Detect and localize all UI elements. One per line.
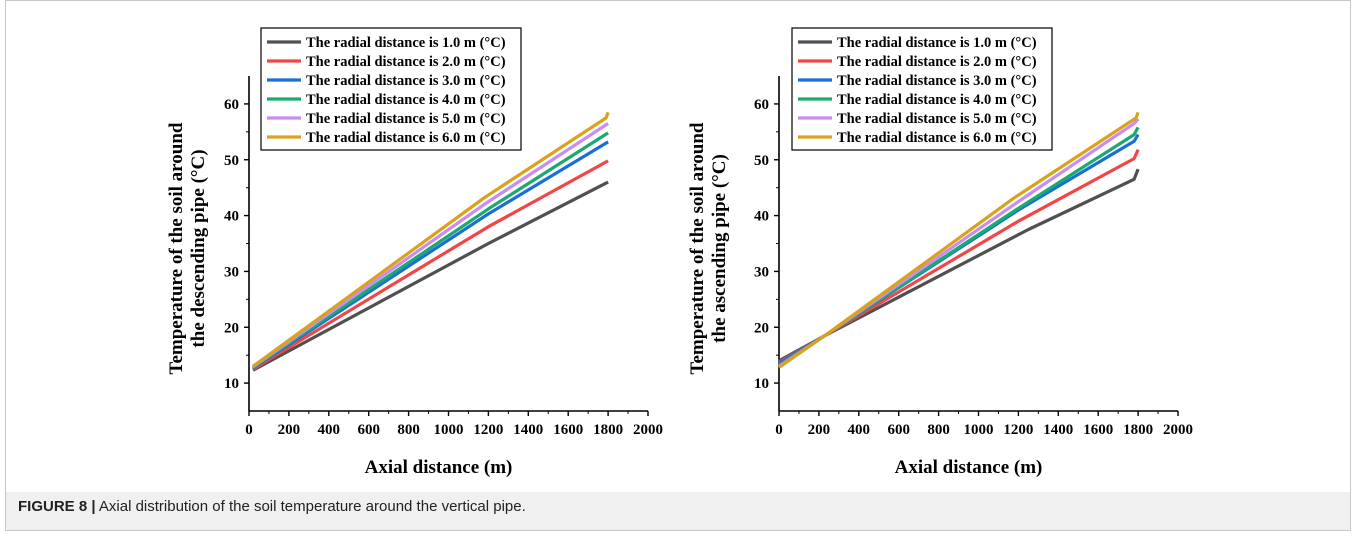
chart-panel-1: 0 200 400 600 800 1000 1200 1400 1600 1800 2000 10 2…	[166, 27, 663, 478]
x-tick-label: 1800	[593, 422, 623, 438]
series-line-4	[252, 131, 609, 369]
figure-frame: 0 200 400 600 800 1000 1200 1400 1600 1800 2000 10 2…	[5, 0, 1351, 531]
x-tick-label: 200	[808, 422, 831, 438]
caption-bar: FIGURE 8 | Axial distribution of the soi…	[6, 492, 1350, 530]
y-tick-label: 20	[224, 320, 239, 336]
y-tick-label: 30	[754, 264, 769, 280]
series-line-6	[778, 111, 1140, 369]
legend-label-5: The radial distance is 5.0 m (°C)	[306, 111, 506, 127]
figure-canvas: 0 200 400 600 800 1000 1200 1400 1600 1800 2000102…	[166, 27, 1193, 478]
x-tick-label: 400	[318, 422, 341, 438]
x-tick-label: 1800	[1123, 422, 1153, 438]
x-tick-label: 1600	[1083, 422, 1113, 438]
x-axis-label: Axial distance (m)	[895, 457, 1043, 478]
y-tick-label: 20	[754, 320, 769, 336]
caption-text: Axial distribution of the soil temperatu…	[95, 498, 526, 515]
y-tick-label: 30	[224, 264, 239, 280]
series-line-2	[252, 159, 609, 371]
legend-label-6: The radial distance is 6.0 m (°C)	[837, 130, 1037, 146]
x-tick-label: 1400	[1043, 422, 1073, 438]
caption-label: FIGURE 8 |	[18, 498, 96, 515]
x-tick-label: 0	[245, 422, 253, 438]
x-tick-label: 200	[278, 422, 301, 438]
figure-caption: FIGURE 8 | Axial distribution of the soi…	[18, 498, 1338, 515]
x-tick-label: 1600	[553, 422, 583, 438]
series-line-1	[252, 180, 609, 372]
legend-label-2: The radial distance is 2.0 m (°C)	[837, 54, 1037, 70]
x-tick-label: 600	[357, 422, 380, 438]
y-axis-label-line1: Temperature of the soil around	[166, 122, 187, 374]
y-tick-label: 40	[754, 209, 769, 225]
y-tick-label: 60	[224, 97, 239, 113]
legend-label-6: The radial distance is 6.0 m (°C)	[306, 130, 506, 146]
legend-label-3: The radial distance is 3.0 m (°C)	[306, 73, 506, 89]
x-tick-label: 800	[397, 422, 420, 438]
y-tick-label: 10	[754, 376, 769, 392]
y-tick-label: 60	[754, 97, 769, 113]
x-tick-label: 1200	[473, 422, 503, 438]
x-tick-label: 1200	[1003, 422, 1033, 438]
x-tick-label: 400	[848, 422, 871, 438]
y-axis-label-line2: the ascending pipe (°C)	[709, 154, 730, 343]
legend-box	[791, 27, 1053, 151]
y-tick-label: 10	[224, 376, 239, 392]
series-line-6	[252, 111, 610, 368]
legend-label-4: The radial distance is 4.0 m (°C)	[837, 92, 1037, 108]
x-tick-label: 0	[775, 422, 783, 438]
legend-label-4: The radial distance is 4.0 m (°C)	[306, 92, 506, 108]
x-tick-label: 1000	[964, 422, 994, 438]
y-tick-label: 40	[224, 209, 239, 225]
legend-label-1: The radial distance is 1.0 m (°C)	[837, 35, 1037, 51]
legend-label-1: The radial distance is 1.0 m (°C)	[306, 35, 506, 51]
x-tick-label: 1400	[513, 422, 543, 438]
series-line-3	[252, 140, 609, 370]
legend-label-5: The radial distance is 5.0 m (°C)	[837, 111, 1037, 127]
y-tick-label: 50	[224, 153, 239, 169]
legend-box	[260, 27, 522, 151]
x-tick-label: 2000	[633, 422, 663, 438]
y-tick-label: 50	[754, 153, 769, 169]
chart-panel-2: 0 200 400 600 800 1000 1200 1400 1600 1800 2000 10 2…	[687, 27, 1193, 478]
legend-label-3: The radial distance is 3.0 m (°C)	[837, 73, 1037, 89]
legend-label-2: The radial distance is 2.0 m (°C)	[306, 54, 506, 70]
x-tick-label: 600	[887, 422, 910, 438]
x-tick-label: 2000	[1163, 422, 1193, 438]
x-tick-label: 1000	[434, 422, 464, 438]
x-axis-label: Axial distance (m)	[365, 457, 513, 478]
series-line-5	[252, 122, 609, 369]
x-tick-label: 800	[927, 422, 950, 438]
y-axis-label-line1: Temperature of the soil around	[687, 122, 708, 374]
y-axis-label-line2: the descending pipe (°C)	[188, 149, 209, 347]
